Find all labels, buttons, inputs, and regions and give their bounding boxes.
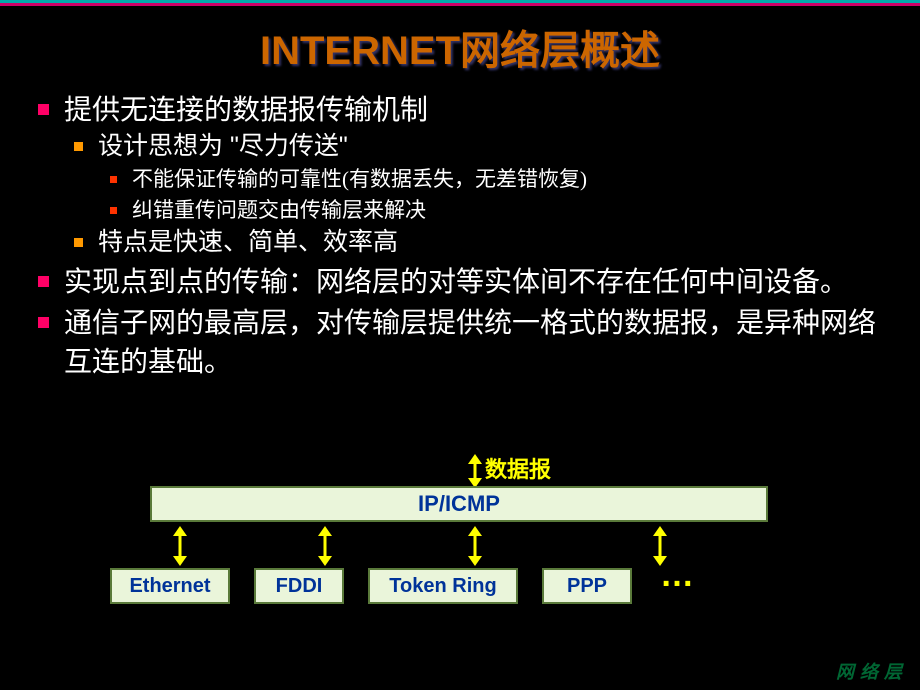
datagram-label: 数据报 [485, 452, 551, 484]
slide-content: 提供无连接的数据报传输机制 设计思想为 "尽力传送" 不能保证传输的可靠性(有数… [0, 90, 920, 382]
bullet-lvl3: 不能保证传输的可靠性(有数据丢失，无差错恢复) [98, 164, 890, 194]
bullet-lvl3: 纠错重传问题交由传输层来解决 [98, 195, 890, 225]
protocol-box-ppp: PPP [542, 568, 632, 604]
ip-icmp-box: IP/ICMP [150, 486, 768, 522]
bullet-text: 设计思想为 "尽力传送" [98, 132, 348, 160]
bullet-lvl2: 特点是快速、简单、效率高 [64, 225, 890, 260]
slide-title: INTERNET网络层概述 [0, 0, 920, 90]
protocol-box-ethernet: Ethernet [110, 568, 230, 604]
bullet-text: 提供无连接的数据报传输机制 [64, 94, 428, 125]
watermark-dot: · [398, 318, 403, 334]
bullet-lvl1: 通信子网的最高层，对传输层提供统一格式的数据报，是异种网络互连的基础。 [30, 303, 890, 381]
protocol-row: Ethernet FDDI Token Ring PPP … [110, 568, 696, 604]
decor-line-magenta [0, 3, 920, 6]
bullet-lvl1: 提供无连接的数据报传输机制 设计思想为 "尽力传送" 不能保证传输的可靠性(有数… [30, 90, 890, 260]
footer-label: 网络层 [836, 658, 908, 684]
arrow-up-down-icon [315, 526, 335, 566]
protocol-box-tokenring: Token Ring [368, 568, 518, 604]
ellipsis-icon: … [660, 556, 696, 595]
arrow-up-down-icon [465, 454, 485, 488]
protocol-box-fddi: FDDI [254, 568, 344, 604]
arrow-up-down-icon [170, 526, 190, 566]
arrow-up-down-icon [465, 526, 485, 566]
bullet-lvl2: 设计思想为 "尽力传送" 不能保证传输的可靠性(有数据丢失，无差错恢复) 纠错重… [64, 129, 890, 225]
bullet-lvl1: 实现点到点的传输：网络层的对等实体间不存在任何中间设备。 [30, 262, 890, 301]
